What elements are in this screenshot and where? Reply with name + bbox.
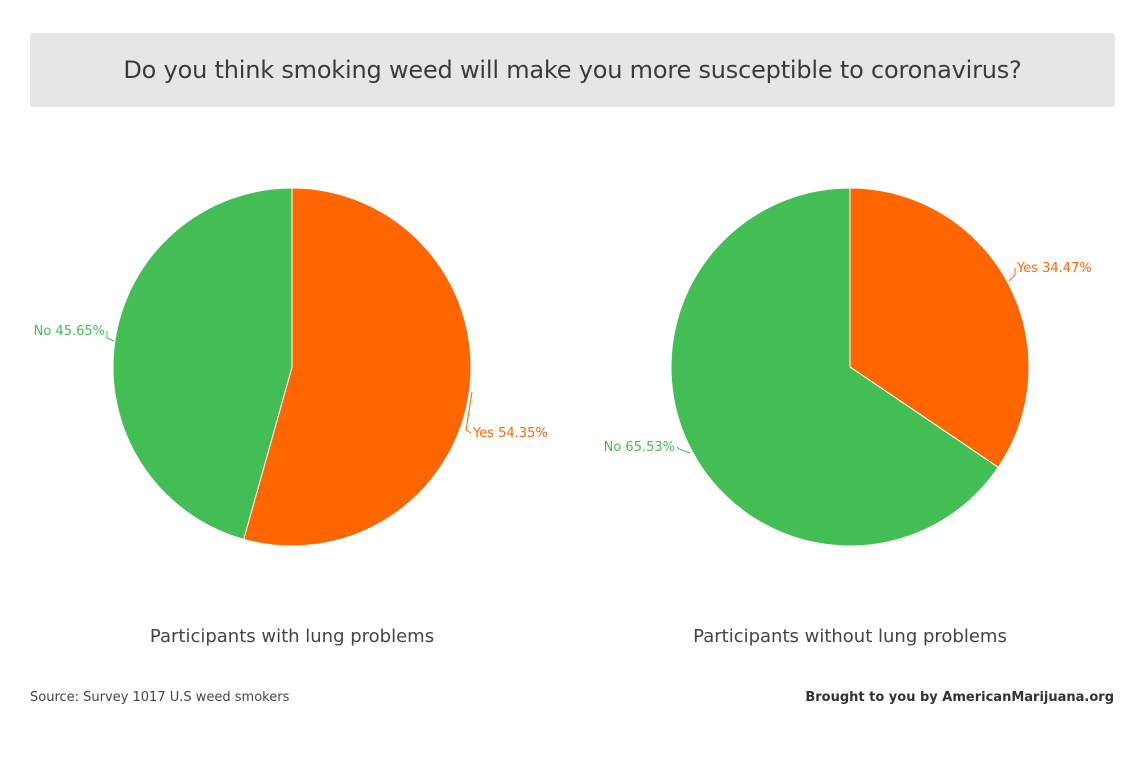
pie-2-leader-yes bbox=[1008, 268, 1016, 282]
pie-1-slice-no bbox=[112, 187, 293, 540]
pie-1-leader-yes bbox=[465, 391, 473, 434]
chart-title: Do you think smoking weed will make you … bbox=[123, 56, 1022, 84]
pie-1-slice-yes bbox=[243, 187, 472, 547]
pie-2-label-no: No 65.53% bbox=[604, 440, 675, 455]
pie-1-leader-no bbox=[106, 331, 115, 342]
source-note: Source: Survey 1017 U.S weed smokers bbox=[30, 690, 290, 705]
pie-2-label-yes: Yes 34.47% bbox=[1016, 261, 1092, 276]
pie-2-slice-no bbox=[670, 187, 999, 547]
brand-credit: Brought to you by AmericanMarijuana.org bbox=[805, 690, 1114, 705]
pie-1-label-no: No 45.65% bbox=[34, 324, 105, 339]
pie-2-leader-no bbox=[676, 446, 691, 454]
title-bar: Do you think smoking weed will make you … bbox=[30, 33, 1115, 107]
pie-2-subtitle: Participants without lung problems bbox=[693, 626, 1007, 647]
pie-1-label-yes: Yes 54.35% bbox=[472, 426, 548, 441]
pie-2-slice-yes bbox=[849, 187, 1030, 469]
pie-1-subtitle: Participants with lung problems bbox=[149, 626, 435, 647]
